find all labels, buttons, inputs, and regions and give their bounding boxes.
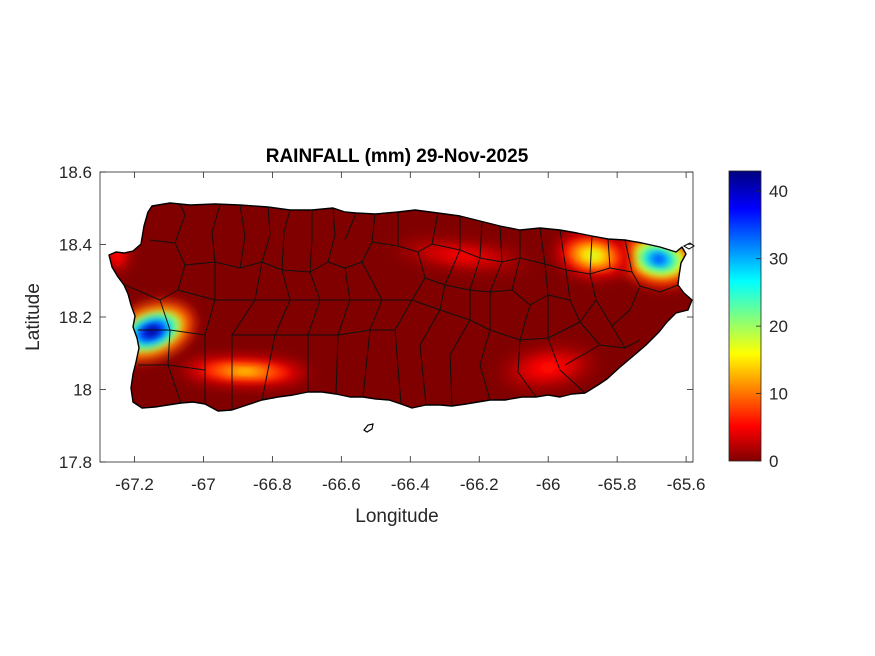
municipality-boundary bbox=[281, 209, 291, 271]
y-axis: 17.8 18 18.2 18.4 18.6 bbox=[59, 163, 693, 472]
municipality-boundary bbox=[611, 285, 641, 327]
y-tick-label: 17.8 bbox=[59, 453, 92, 472]
colorbar-ticks: 0 10 20 30 40 bbox=[756, 182, 788, 471]
colorbar-tick-label: 40 bbox=[769, 182, 788, 201]
municipality-boundary bbox=[449, 319, 471, 407]
colorbar-tick-label: 20 bbox=[769, 317, 788, 336]
small-island bbox=[363, 423, 374, 433]
municipality-boundary bbox=[174, 203, 186, 244]
municipality-boundary bbox=[124, 284, 161, 301]
rain-contour bbox=[233, 369, 256, 374]
colorbar: 0 10 20 30 40 bbox=[728, 170, 788, 471]
municipality-boundary bbox=[261, 206, 271, 263]
x-tick-label: -66.8 bbox=[253, 475, 292, 494]
y-tick-label: 18.2 bbox=[59, 308, 92, 327]
municipality-boundary bbox=[511, 257, 549, 306]
colorbar-tick-label: 30 bbox=[769, 250, 788, 269]
municipality-boundary bbox=[517, 339, 537, 398]
y-tick-label: 18 bbox=[73, 381, 92, 400]
municipality-boundary bbox=[579, 321, 641, 349]
municipality-boundaries bbox=[124, 203, 679, 410]
x-axis: -67.2 -67 -66.8 -66.6 -66.4 -66.2 -66 -65.8 -65.… bbox=[115, 172, 705, 494]
x-tick-label: -66.6 bbox=[322, 475, 361, 494]
small-island-east bbox=[682, 242, 695, 250]
x-tick-label: -67 bbox=[191, 475, 216, 494]
municipality-boundary bbox=[564, 344, 601, 366]
municipality-boundary bbox=[239, 204, 246, 269]
municipality-boundary bbox=[309, 210, 313, 273]
municipality-boundary bbox=[565, 269, 597, 323]
x-tick-label: -66 bbox=[536, 475, 561, 494]
colorbar-tick-label: 0 bbox=[769, 452, 778, 471]
x-tick-label: -67.2 bbox=[115, 475, 154, 494]
municipality-boundary bbox=[424, 277, 446, 286]
municipality-boundary bbox=[479, 329, 491, 401]
rain-contour bbox=[144, 326, 159, 337]
x-tick-label: -65.8 bbox=[598, 475, 637, 494]
municipality-boundary bbox=[177, 289, 216, 301]
y-axis-label: Latitude bbox=[23, 283, 44, 351]
municipality-boundary bbox=[631, 271, 679, 293]
y-tick-label: 18.4 bbox=[59, 236, 92, 255]
municipality-boundary bbox=[344, 212, 357, 241]
municipality-boundary bbox=[167, 364, 206, 371]
municipality-boundary bbox=[327, 207, 336, 263]
rain-cell bbox=[498, 344, 598, 391]
municipality-boundary bbox=[547, 337, 586, 394]
rain-cell bbox=[555, 232, 631, 278]
rain-contour bbox=[114, 252, 120, 259]
municipality-boundary bbox=[211, 204, 221, 263]
x-tick-label: -65.6 bbox=[667, 475, 706, 494]
municipality-boundary bbox=[397, 212, 439, 253]
colorbar-gradient bbox=[728, 170, 762, 462]
x-tick-label: -66.4 bbox=[391, 475, 430, 494]
rain-contour bbox=[539, 363, 557, 372]
x-axis-label: Longitude bbox=[355, 506, 438, 527]
municipality-boundary bbox=[337, 329, 371, 336]
rain-contour bbox=[586, 251, 600, 260]
rain-contour bbox=[450, 252, 474, 259]
coastline bbox=[108, 202, 693, 412]
colorbar-tick-label: 10 bbox=[769, 385, 788, 404]
x-tick-label: -66.2 bbox=[460, 475, 499, 494]
puerto-rico-island bbox=[109, 203, 692, 411]
chart-title: RAINFALL (mm) 29-Nov-2025 bbox=[266, 146, 529, 167]
municipality-boundary bbox=[547, 321, 581, 339]
y-tick-label: 18.6 bbox=[59, 163, 92, 182]
municipality-boundary bbox=[589, 273, 626, 349]
rain-contour bbox=[651, 254, 666, 264]
municipality-boundary bbox=[419, 309, 441, 406]
rainfall-field bbox=[109, 232, 692, 391]
